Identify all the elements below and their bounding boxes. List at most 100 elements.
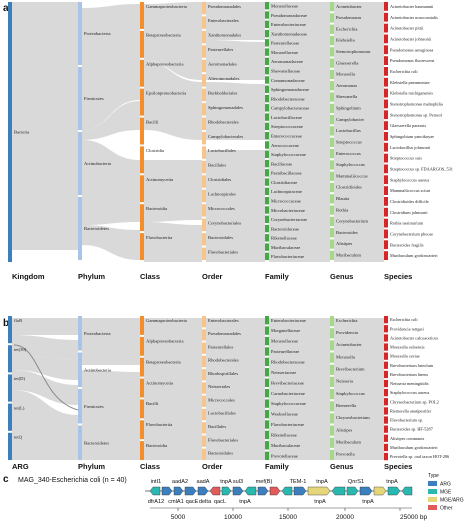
a-phylum-node (78, 132, 82, 195)
legend-label: MGE (440, 490, 452, 496)
gene-arrow (184, 486, 197, 496)
flow-tet39 (12, 335, 78, 360)
a-species-label: Acinetobacter baumannii (390, 4, 434, 9)
panel-a-nodes (8, 2, 388, 262)
flow-b-class-order (144, 318, 202, 460)
b-arg-label: tetQ (14, 435, 23, 440)
b-genus-label: Staphylococcus (336, 391, 365, 396)
gene-label-top: aadA2 (172, 479, 188, 485)
a-phylum-node (78, 197, 82, 260)
a-family-label: Pasteurellaceae (271, 41, 299, 46)
a-family-node (265, 187, 269, 196)
b-class-label: Betaproteobacteria (146, 360, 181, 365)
a-order-node (202, 117, 206, 130)
b-order-label: Enterobacterales (208, 318, 239, 323)
a-order-label: Campylobacterales (208, 134, 243, 139)
a-family-node (265, 206, 269, 214)
gene-label-top: intI1 (151, 479, 162, 485)
gene-label-bottom: tnpA (314, 499, 326, 505)
a-family-label: Bacteroidaceae (271, 226, 299, 231)
gene-arrow (373, 486, 387, 496)
a-species-label: Corynebacterium phocae (390, 231, 433, 236)
a-family-node (265, 122, 269, 131)
a-species-node (384, 251, 388, 260)
gene-label-top: mef(B) (256, 479, 273, 485)
gene-label-bottom: qacE (186, 499, 199, 505)
b-arg-label: tet(D) (14, 376, 25, 381)
b-order-node (202, 316, 206, 328)
a-family-label: Rikenellaceae (271, 236, 297, 241)
a-species-node (384, 2, 388, 11)
b-genus-label: Riemerella (336, 403, 356, 408)
a-family-label: Moraxellaceae (271, 4, 298, 9)
b-species-node (384, 398, 388, 406)
a-class-node (140, 233, 144, 260)
b-class-label: Gammaproteobacteria (146, 318, 187, 323)
b-species-label: Alistipes communis (390, 436, 425, 441)
b-species-label: Prevotella sp. oral taxon HOT-286 (390, 454, 450, 459)
b-phylum-label: Firmicutes (84, 404, 104, 409)
a-species-node (384, 45, 388, 55)
b-genus-node (330, 376, 334, 387)
a-genus-label: Rothia (336, 207, 348, 212)
panel-b-nodes (8, 316, 388, 461)
flow-b-family-genus (269, 318, 330, 460)
a-genus-node (330, 35, 334, 46)
gene-label-top: QnrS1 (348, 479, 364, 485)
a-genus-node (330, 126, 334, 136)
a-order-node (202, 103, 206, 116)
b-species-node (384, 407, 388, 415)
b-axis-label: ARG (12, 462, 29, 471)
a-genus-label: Alistipes (336, 241, 353, 246)
b-arg-node (8, 374, 12, 402)
a-order-node (202, 175, 206, 188)
panel-b-flows (12, 318, 384, 460)
b-genus-label: Providencia (336, 330, 358, 335)
a-family-label: Shewanellaceae (271, 69, 300, 74)
b-phylum-node (78, 425, 82, 460)
a-family-node (265, 94, 269, 103)
b-class-node (140, 378, 144, 398)
a-species-label: Streptococcus sp. FDAARGOS_531 (390, 166, 453, 171)
b-genus-label: Alistipes (336, 427, 353, 432)
gene-label-top: tnpA (386, 479, 398, 485)
a-species-label: Acinetobacter pittii (390, 26, 424, 31)
a-species-label: Klebsiella michiganensis (390, 91, 433, 96)
a-order-label: Bacillales (208, 163, 226, 168)
a-genus-label: Moraxella (336, 72, 355, 77)
b-genus-node (330, 328, 334, 339)
a-species-label: Clostridioides difficile (390, 199, 429, 204)
a-order-label: Alteromonadales (208, 76, 240, 81)
b-species-label: Riemerella anatipestifer (390, 408, 432, 413)
a-order-label: Aeromonadales (208, 62, 237, 67)
a-family-label: Enterococcaceae (271, 134, 302, 139)
a-family-label: Campylobacteraceae (271, 106, 309, 111)
a-species-label: Glaesserella parasuis (390, 123, 426, 128)
a-class-node (140, 204, 144, 232)
b-family-node (265, 378, 269, 387)
b-order-node (202, 395, 206, 407)
a-genus-node (330, 137, 334, 147)
b-family-label: Morganellaceae (271, 328, 300, 333)
b-genus-node (330, 352, 334, 363)
a-genus-node (330, 69, 334, 80)
a-genus-node (330, 92, 334, 102)
a-family-node (265, 29, 269, 38)
b-species-label: Moraxella caviae (390, 354, 420, 359)
legend-swatch (428, 481, 437, 486)
legend-swatch (428, 497, 437, 502)
b-order-label: Pseudomonadales (208, 331, 241, 336)
gene-map-title: MAG_340-Escherichia coli (n = 40) (18, 477, 127, 484)
a-family-node (265, 141, 269, 149)
a-family-label: Streptococcaceae (271, 124, 303, 129)
a-family-node (265, 57, 269, 66)
a-phylum-label: Bacteroidetes (84, 226, 109, 231)
panel-c-gene-map: MAG_340-Escherichia coli (n = 40) intI1 a… (18, 473, 464, 521)
a-order-label: Rhodobacterales (208, 119, 239, 124)
flow-tetD (12, 355, 78, 380)
b-species-label: Providencia rettgeri (390, 326, 425, 331)
a-species-node (384, 56, 388, 65)
gene-arrows (149, 486, 413, 496)
b-order-label: Pasteurellales (208, 344, 233, 349)
b-axis-label: Family (265, 462, 290, 471)
